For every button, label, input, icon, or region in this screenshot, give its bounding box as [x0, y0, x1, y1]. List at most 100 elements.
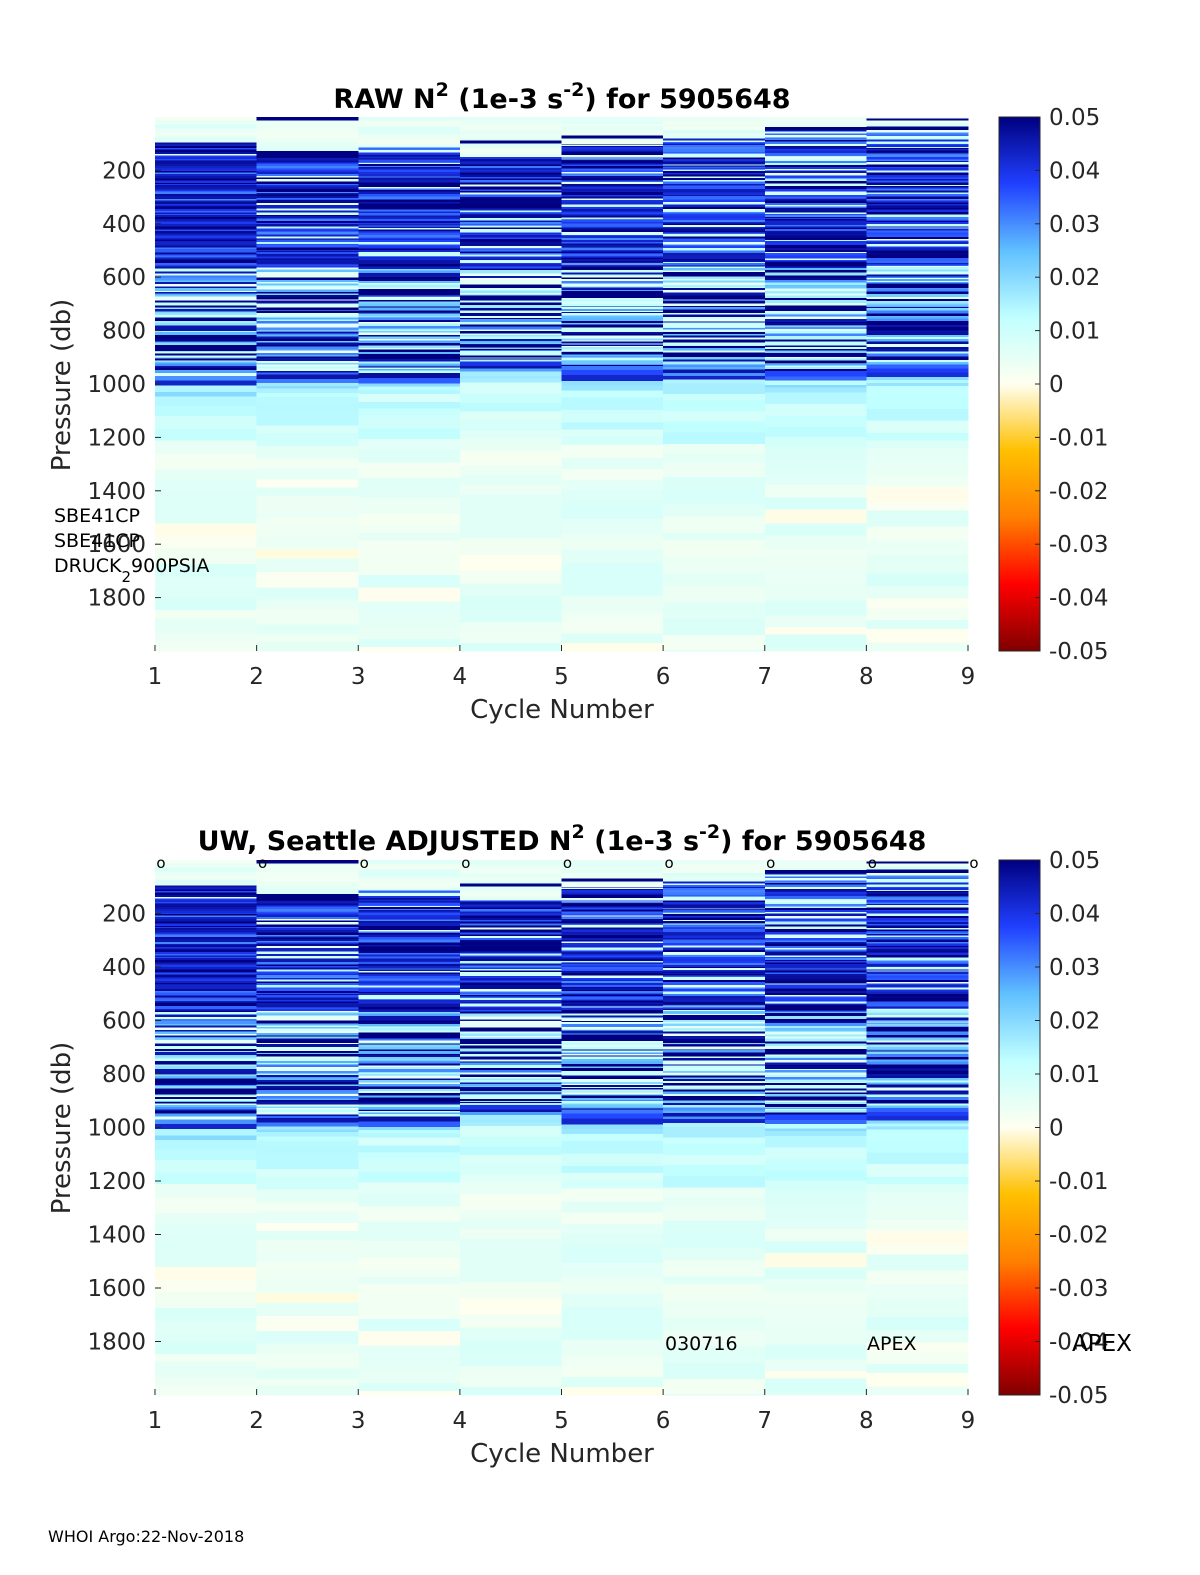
heatmap-cell [663, 334, 766, 336]
heatmap-cell [866, 276, 969, 279]
heatmap-cell [256, 1082, 359, 1085]
heatmap-cell [256, 1028, 359, 1032]
heatmap-cell [256, 993, 359, 996]
heatmap-cell [764, 902, 867, 905]
heatmap-cell [764, 1159, 867, 1172]
heatmap-cell [764, 183, 867, 187]
heatmap-cell [256, 1104, 359, 1107]
heatmap-cell [358, 968, 461, 970]
heatmap-cell [764, 155, 867, 158]
heatmap-cell [256, 1054, 359, 1057]
heatmap-cell [866, 260, 969, 264]
heatmap-cell [764, 1004, 867, 1008]
heatmap-cell [459, 286, 563, 289]
heatmap-cell [866, 246, 969, 249]
heatmap-cell [459, 135, 563, 139]
heatmap-cell [256, 1316, 359, 1332]
heatmap-cell [459, 348, 563, 351]
heatmap-cell [663, 978, 766, 981]
heatmap-cell [561, 247, 664, 251]
heatmap-cell [459, 1096, 563, 1100]
heatmap-cell [256, 868, 359, 872]
heatmap-cell [256, 269, 359, 272]
heatmap-cell [256, 938, 359, 942]
heatmap-cell [256, 1020, 359, 1024]
heatmap-cell [256, 315, 359, 318]
heatmap-cell [155, 144, 258, 147]
heatmap-cell [764, 157, 867, 160]
heatmap-cell [561, 338, 664, 342]
heatmap-cell [459, 176, 563, 179]
heatmap-cell [155, 299, 258, 301]
heatmap-cell [561, 162, 664, 166]
heatmap-cell [256, 228, 359, 232]
heatmap-cell [358, 154, 461, 158]
heatmap-cell [358, 335, 461, 337]
heatmap-cell [155, 1004, 258, 1007]
heatmap-cell [764, 966, 867, 969]
heatmap-cell [866, 1012, 969, 1015]
heatmap-cell [764, 310, 867, 314]
heatmap-cell [358, 194, 461, 197]
heatmap-cell [663, 150, 766, 153]
heatmap-cell [561, 938, 664, 940]
heatmap-cell [358, 1002, 461, 1004]
heatmap-cell [358, 1294, 461, 1304]
heatmap-cell [561, 208, 664, 212]
heatmap-cell [358, 1108, 461, 1111]
heatmap-cell [459, 935, 563, 939]
heatmap-cell [358, 150, 461, 154]
heatmap-cell [866, 270, 969, 272]
heatmap-cell [764, 436, 867, 448]
colorbar-tick-label: -0.01 [1049, 1169, 1109, 1195]
heatmap-cell [663, 270, 766, 273]
heatmap-cell [155, 1034, 258, 1036]
heatmap-cell [561, 236, 664, 239]
heatmap-cell [358, 270, 461, 274]
heatmap-cell [358, 249, 461, 253]
colorbar-tick-label: 0.03 [1049, 212, 1100, 238]
heatmap-cell [663, 312, 766, 316]
heatmap-cell [866, 1019, 969, 1022]
heatmap-cell [459, 955, 563, 957]
y-tick-label: 200 [102, 902, 146, 928]
heatmap-cell [663, 180, 766, 183]
heatmap-cell [561, 1042, 664, 1046]
heatmap-cell [866, 877, 969, 880]
heatmap-cell [155, 898, 258, 901]
heatmap-cell [663, 298, 766, 301]
heatmap-cell [155, 351, 258, 353]
heatmap-cell [663, 1058, 766, 1061]
heatmap-cell [155, 163, 258, 167]
heatmap-cell [155, 897, 258, 899]
x-tick-label: 5 [554, 1408, 569, 1434]
heatmap-cell [256, 374, 359, 380]
heatmap-cell [358, 1016, 461, 1020]
heatmap-cell [866, 1016, 969, 1019]
heatmap-cell [256, 919, 359, 922]
heatmap-cell [663, 153, 766, 157]
heatmap-cell [459, 1016, 563, 1020]
heatmap-cell [866, 334, 969, 338]
heatmap-cell [256, 350, 359, 354]
heatmap-cell [256, 321, 359, 325]
heatmap-cell [358, 863, 461, 869]
heatmap-cell [459, 343, 563, 346]
heatmap-cell [764, 229, 867, 232]
heatmap-cell [155, 1020, 258, 1025]
heatmap-cell [155, 1235, 258, 1254]
heatmap-cell [459, 946, 563, 950]
heatmap-cell [459, 1023, 563, 1026]
heatmap-cell [459, 232, 563, 235]
heatmap-cell [764, 200, 867, 204]
heatmap-cell [561, 182, 664, 185]
heatmap-cell [866, 145, 969, 148]
heatmap-cell [663, 165, 766, 168]
heatmap-cell [663, 981, 766, 984]
heatmap-cell [256, 897, 359, 901]
heatmap-cell [663, 938, 766, 940]
heatmap-cell [561, 534, 664, 551]
heatmap-cell [866, 1120, 969, 1124]
heatmap-cell [256, 197, 359, 200]
heatmap-cell [866, 884, 969, 887]
